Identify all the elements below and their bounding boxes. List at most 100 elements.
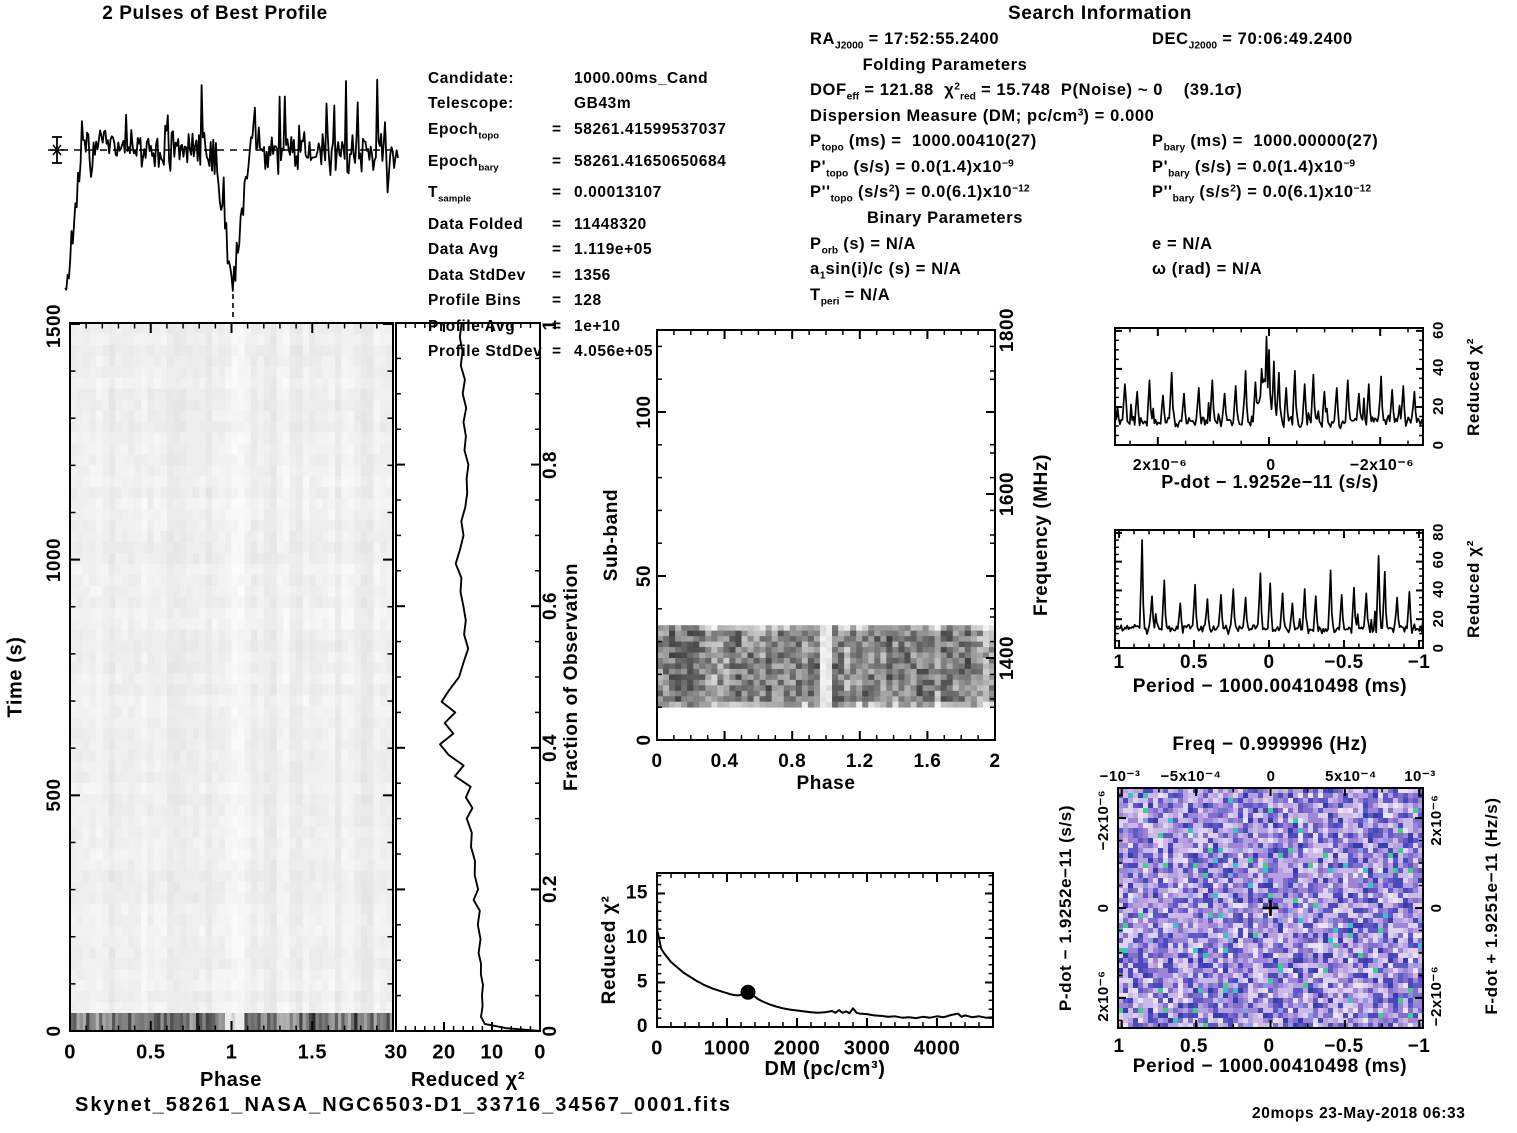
- dof-chi2-pnoise: DOFeff = 121.88 χ2red = 15.748 P(Noise) …: [810, 81, 1242, 103]
- text-segment: peri: [820, 296, 840, 308]
- frequency-axis-label: Frequency (MHz): [1031, 453, 1052, 617]
- omega-value: ω (rad) = N/A: [1152, 260, 1262, 279]
- text-segment: topo: [821, 142, 844, 154]
- text-segment: = 70:06:49.2400: [1217, 30, 1353, 48]
- text-segment: (ms) = 1000.00410(27): [843, 132, 1037, 150]
- text-segment: P'': [1152, 183, 1173, 201]
- info-equals: =: [552, 292, 562, 310]
- text-segment: sin(i)/c (s) = N/A: [825, 260, 962, 278]
- info-equals: =: [552, 152, 562, 170]
- fraction-axis-label: Fraction of Observation: [561, 562, 582, 792]
- info-equals: =: [552, 120, 562, 138]
- tick-label: −1: [1408, 1036, 1431, 1057]
- info-value: 0.00013107: [574, 184, 662, 202]
- text-segment: eff: [846, 91, 860, 103]
- text-segment: (ms) = 1000.00000(27): [1185, 132, 1379, 150]
- tick-label: 50: [634, 565, 655, 587]
- text-segment: bary: [1172, 193, 1195, 205]
- dm-chi2-axis-label: Reduced χ²: [599, 895, 620, 1005]
- tick-label: 60: [1430, 321, 1447, 339]
- tick-label: 500: [44, 778, 65, 811]
- text-segment: P: [810, 235, 822, 253]
- tick-label: 1.6: [913, 751, 941, 772]
- info-equals: =: [552, 343, 562, 360]
- text-segment: Data Folded: [428, 215, 524, 233]
- info-label: Data Avg: [428, 237, 552, 262]
- asini-value: a1sin(i)/c (s) = N/A: [810, 260, 961, 282]
- tick-label: 1500: [44, 304, 65, 348]
- tick-label: 20: [1430, 397, 1447, 415]
- text-segment: ) = 0.0(6.1)x10: [1235, 183, 1354, 201]
- time-phase-heatmap: 0 500 1000 1500 0 0.5 1 1.5: [44, 304, 394, 1063]
- text-segment: ) = 0.000: [1083, 107, 1155, 125]
- tick-label: 2000: [774, 1037, 821, 1059]
- text-segment: T: [810, 286, 821, 304]
- tick-label: 0: [651, 1037, 663, 1059]
- tick-label: 0: [1263, 652, 1274, 673]
- pdot-chi2-axis-label: Reduced χ²: [1464, 338, 1483, 436]
- info-equals: =: [552, 215, 562, 233]
- tick-label: 1400: [997, 636, 1018, 680]
- p-bary: Pbary (ms) = 1000.00000(27): [1152, 132, 1378, 154]
- tick-label: 20: [432, 1041, 455, 1063]
- text-segment: −9: [1343, 158, 1356, 170]
- tick-label: −10⁻³: [1100, 768, 1141, 785]
- period-axis-label: Period − 1000.00410498 (ms): [1132, 676, 1408, 697]
- text-segment: Profile StdDev: [428, 343, 543, 360]
- info-value: 11448320: [574, 215, 647, 233]
- text-segment: (s/s) = 0.0(1.4)x10: [1189, 158, 1344, 176]
- text-segment: DEC: [1152, 30, 1189, 48]
- info-value: GB43m: [574, 95, 632, 113]
- text-segment: Data Avg: [428, 241, 499, 259]
- folding-parameters-header: Folding Parameters: [862, 56, 1028, 74]
- tick-label: 60: [1430, 551, 1447, 569]
- tick-label: 10: [480, 1041, 503, 1063]
- tick-label: 0: [1263, 1036, 1274, 1057]
- dec-value: DECJ2000 = 70:06:49.2400: [1152, 30, 1353, 52]
- text-segment: Profile Avg: [428, 317, 516, 335]
- text-segment: a: [810, 260, 820, 278]
- tick-label: 0: [1267, 768, 1276, 785]
- text-segment: DOF: [810, 81, 847, 99]
- text-segment: bary: [1163, 142, 1186, 154]
- text-segment: Epoch: [428, 120, 479, 138]
- pddot-topo: P''topo (s/s2) = 0.0(6.1)x10−12: [810, 183, 1030, 205]
- tick-label: 0.5: [1180, 1036, 1208, 1057]
- map-fdot-axis-label: F-dot + 1.9251e−11 (Hz/s): [1482, 797, 1501, 1015]
- tick-label: 0: [64, 1041, 76, 1063]
- info-value: 1e+10: [574, 317, 621, 335]
- eccentricity-value: e = N/A: [1152, 235, 1213, 254]
- tick-label: 1000: [704, 1037, 751, 1059]
- text-segment: P: [1152, 132, 1164, 150]
- text-segment: 1: [819, 270, 826, 282]
- pdot-axis-label: P-dot − 1.9252e−11 (s/s): [1161, 472, 1379, 492]
- tick-label: 0: [1266, 457, 1275, 474]
- info-equals: [552, 91, 574, 116]
- info-value: 128: [574, 292, 602, 310]
- text-segment: red: [959, 91, 976, 103]
- tick-label: 2x10⁻⁶: [1095, 970, 1112, 1021]
- info-value: 1000.00ms_Cand: [574, 70, 709, 87]
- tick-label: 1: [1113, 652, 1124, 673]
- freq-map-title: Freq − 0.999996 (Hz): [1172, 734, 1368, 755]
- text-segment: Profile Bins: [428, 292, 522, 310]
- phase-axis-label-main: Phase: [200, 1069, 262, 1091]
- text-segment: J2000: [1188, 40, 1218, 52]
- chi2-pdot-curve: 2x10⁻⁶ 0 −2x10⁻⁶ 0 20 40 60: [1114, 321, 1447, 474]
- map-period-axis-label: Period − 1000.00410498 (ms): [1132, 1056, 1408, 1077]
- tick-label: −0.5: [1324, 1036, 1364, 1057]
- info-label: Data StdDev: [428, 263, 552, 288]
- best-profile-curve: [48, 78, 399, 321]
- info-equals: =: [552, 241, 562, 259]
- subband-axis-label: Sub-band: [601, 488, 622, 582]
- text-segment: 2: [954, 81, 960, 93]
- tick-label: 0.4: [540, 734, 561, 762]
- time-axis-label: Time (s): [4, 636, 27, 718]
- tick-label: 0: [1430, 441, 1447, 450]
- text-segment: sample: [438, 193, 472, 205]
- tick-label: −5x10⁻⁴: [1161, 768, 1222, 785]
- text-segment: = 17:52:55.2400: [863, 30, 1000, 48]
- tick-label: 4000: [914, 1037, 961, 1059]
- tick-label: 1000: [44, 538, 65, 582]
- tick-label: 3000: [844, 1037, 891, 1059]
